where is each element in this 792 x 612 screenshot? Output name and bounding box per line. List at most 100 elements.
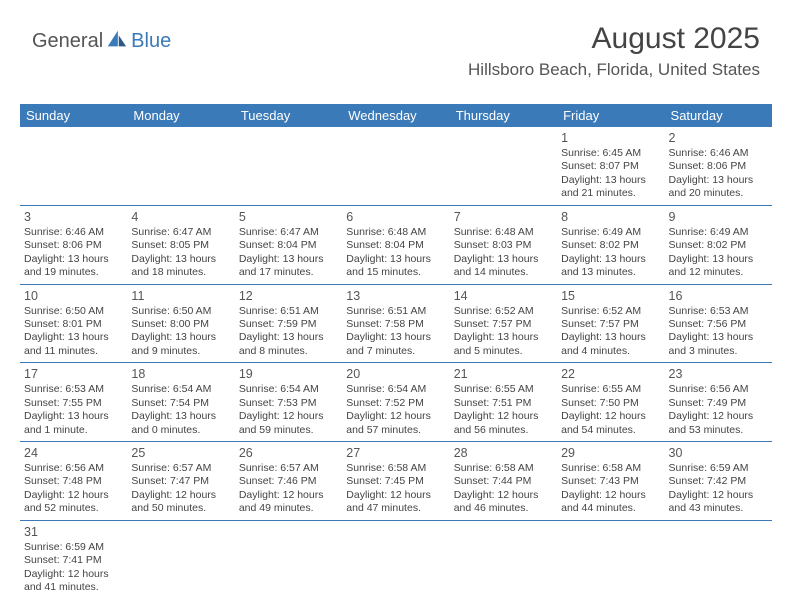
col-thursday: Thursday <box>450 104 557 127</box>
day-number: 27 <box>346 445 445 461</box>
daylight-text: Daylight: 13 hours and 21 minutes. <box>561 174 660 201</box>
day-number: 14 <box>454 288 553 304</box>
sunrise-text: Sunrise: 6:45 AM <box>561 147 660 160</box>
sunrise-text: Sunrise: 6:58 AM <box>454 462 553 475</box>
sunset-text: Sunset: 7:55 PM <box>24 397 123 410</box>
calendar-cell: 5Sunrise: 6:47 AMSunset: 8:04 PMDaylight… <box>235 205 342 284</box>
calendar-cell: 11Sunrise: 6:50 AMSunset: 8:00 PMDayligh… <box>127 284 234 363</box>
calendar-row: 31Sunrise: 6:59 AMSunset: 7:41 PMDayligh… <box>20 520 772 598</box>
daylight-text: Daylight: 12 hours and 47 minutes. <box>346 489 445 516</box>
calendar-cell: 26Sunrise: 6:57 AMSunset: 7:46 PMDayligh… <box>235 442 342 521</box>
sunrise-text: Sunrise: 6:54 AM <box>239 383 338 396</box>
calendar-row: 1Sunrise: 6:45 AMSunset: 8:07 PMDaylight… <box>20 127 772 205</box>
calendar-cell: 1Sunrise: 6:45 AMSunset: 8:07 PMDaylight… <box>557 127 664 205</box>
header-right: August 2025 Hillsboro Beach, Florida, Un… <box>468 22 760 80</box>
sunrise-text: Sunrise: 6:48 AM <box>454 226 553 239</box>
calendar-cell: 29Sunrise: 6:58 AMSunset: 7:43 PMDayligh… <box>557 442 664 521</box>
calendar-cell <box>342 127 449 205</box>
daylight-text: Daylight: 13 hours and 11 minutes. <box>24 331 123 358</box>
sunset-text: Sunset: 7:51 PM <box>454 397 553 410</box>
logo-sail-icon <box>105 28 127 50</box>
calendar-cell <box>665 520 772 598</box>
daylight-text: Daylight: 12 hours and 41 minutes. <box>24 568 123 595</box>
sunset-text: Sunset: 8:05 PM <box>131 239 230 252</box>
calendar-table: Sunday Monday Tuesday Wednesday Thursday… <box>20 104 772 599</box>
page-title: August 2025 <box>468 22 760 56</box>
day-number: 17 <box>24 366 123 382</box>
daylight-text: Daylight: 13 hours and 12 minutes. <box>669 253 768 280</box>
calendar-cell: 21Sunrise: 6:55 AMSunset: 7:51 PMDayligh… <box>450 363 557 442</box>
sunrise-text: Sunrise: 6:47 AM <box>239 226 338 239</box>
daylight-text: Daylight: 13 hours and 14 minutes. <box>454 253 553 280</box>
daylight-text: Daylight: 13 hours and 1 minute. <box>24 410 123 437</box>
calendar-cell: 8Sunrise: 6:49 AMSunset: 8:02 PMDaylight… <box>557 205 664 284</box>
daylight-text: Daylight: 13 hours and 13 minutes. <box>561 253 660 280</box>
day-number: 7 <box>454 209 553 225</box>
day-number: 26 <box>239 445 338 461</box>
calendar-cell <box>235 520 342 598</box>
sunrise-text: Sunrise: 6:55 AM <box>454 383 553 396</box>
sunset-text: Sunset: 7:42 PM <box>669 475 768 488</box>
daylight-text: Daylight: 13 hours and 7 minutes. <box>346 331 445 358</box>
sunset-text: Sunset: 8:00 PM <box>131 318 230 331</box>
logo-text-general: General <box>32 30 103 53</box>
daylight-text: Daylight: 12 hours and 43 minutes. <box>669 489 768 516</box>
daylight-text: Daylight: 13 hours and 0 minutes. <box>131 410 230 437</box>
day-number: 13 <box>346 288 445 304</box>
daylight-text: Daylight: 12 hours and 59 minutes. <box>239 410 338 437</box>
daylight-text: Daylight: 12 hours and 52 minutes. <box>24 489 123 516</box>
sunrise-text: Sunrise: 6:57 AM <box>239 462 338 475</box>
day-number: 5 <box>239 209 338 225</box>
sunrise-text: Sunrise: 6:50 AM <box>24 305 123 318</box>
daylight-text: Daylight: 12 hours and 57 minutes. <box>346 410 445 437</box>
sunrise-text: Sunrise: 6:49 AM <box>669 226 768 239</box>
sunrise-text: Sunrise: 6:58 AM <box>561 462 660 475</box>
day-number: 19 <box>239 366 338 382</box>
calendar-cell: 10Sunrise: 6:50 AMSunset: 8:01 PMDayligh… <box>20 284 127 363</box>
daylight-text: Daylight: 12 hours and 53 minutes. <box>669 410 768 437</box>
calendar-cell <box>450 127 557 205</box>
daylight-text: Daylight: 13 hours and 4 minutes. <box>561 331 660 358</box>
logo: General Blue <box>32 30 171 53</box>
sunset-text: Sunset: 7:49 PM <box>669 397 768 410</box>
calendar-body: 1Sunrise: 6:45 AMSunset: 8:07 PMDaylight… <box>20 127 772 599</box>
day-number: 20 <box>346 366 445 382</box>
daylight-text: Daylight: 13 hours and 17 minutes. <box>239 253 338 280</box>
day-number: 28 <box>454 445 553 461</box>
daylight-text: Daylight: 12 hours and 46 minutes. <box>454 489 553 516</box>
sunset-text: Sunset: 7:41 PM <box>24 554 123 567</box>
day-number: 16 <box>669 288 768 304</box>
calendar-cell: 14Sunrise: 6:52 AMSunset: 7:57 PMDayligh… <box>450 284 557 363</box>
calendar-cell <box>450 520 557 598</box>
sunset-text: Sunset: 8:03 PM <box>454 239 553 252</box>
col-sunday: Sunday <box>20 104 127 127</box>
calendar-cell: 3Sunrise: 6:46 AMSunset: 8:06 PMDaylight… <box>20 205 127 284</box>
col-tuesday: Tuesday <box>235 104 342 127</box>
col-wednesday: Wednesday <box>342 104 449 127</box>
day-number: 12 <box>239 288 338 304</box>
calendar-cell: 6Sunrise: 6:48 AMSunset: 8:04 PMDaylight… <box>342 205 449 284</box>
calendar-cell: 19Sunrise: 6:54 AMSunset: 7:53 PMDayligh… <box>235 363 342 442</box>
sunrise-text: Sunrise: 6:59 AM <box>24 541 123 554</box>
calendar-cell <box>20 127 127 205</box>
calendar-cell: 16Sunrise: 6:53 AMSunset: 7:56 PMDayligh… <box>665 284 772 363</box>
day-number: 21 <box>454 366 553 382</box>
sunrise-text: Sunrise: 6:50 AM <box>131 305 230 318</box>
sunrise-text: Sunrise: 6:46 AM <box>669 147 768 160</box>
daylight-text: Daylight: 13 hours and 8 minutes. <box>239 331 338 358</box>
sunrise-text: Sunrise: 6:56 AM <box>24 462 123 475</box>
sunset-text: Sunset: 8:06 PM <box>24 239 123 252</box>
sunset-text: Sunset: 8:01 PM <box>24 318 123 331</box>
calendar-row: 17Sunrise: 6:53 AMSunset: 7:55 PMDayligh… <box>20 363 772 442</box>
sunrise-text: Sunrise: 6:46 AM <box>24 226 123 239</box>
weekday-header-row: Sunday Monday Tuesday Wednesday Thursday… <box>20 104 772 127</box>
day-number: 29 <box>561 445 660 461</box>
daylight-text: Daylight: 12 hours and 49 minutes. <box>239 489 338 516</box>
calendar-cell: 12Sunrise: 6:51 AMSunset: 7:59 PMDayligh… <box>235 284 342 363</box>
calendar-row: 3Sunrise: 6:46 AMSunset: 8:06 PMDaylight… <box>20 205 772 284</box>
day-number: 11 <box>131 288 230 304</box>
sunset-text: Sunset: 7:58 PM <box>346 318 445 331</box>
sunset-text: Sunset: 7:57 PM <box>454 318 553 331</box>
calendar-cell: 27Sunrise: 6:58 AMSunset: 7:45 PMDayligh… <box>342 442 449 521</box>
daylight-text: Daylight: 12 hours and 54 minutes. <box>561 410 660 437</box>
